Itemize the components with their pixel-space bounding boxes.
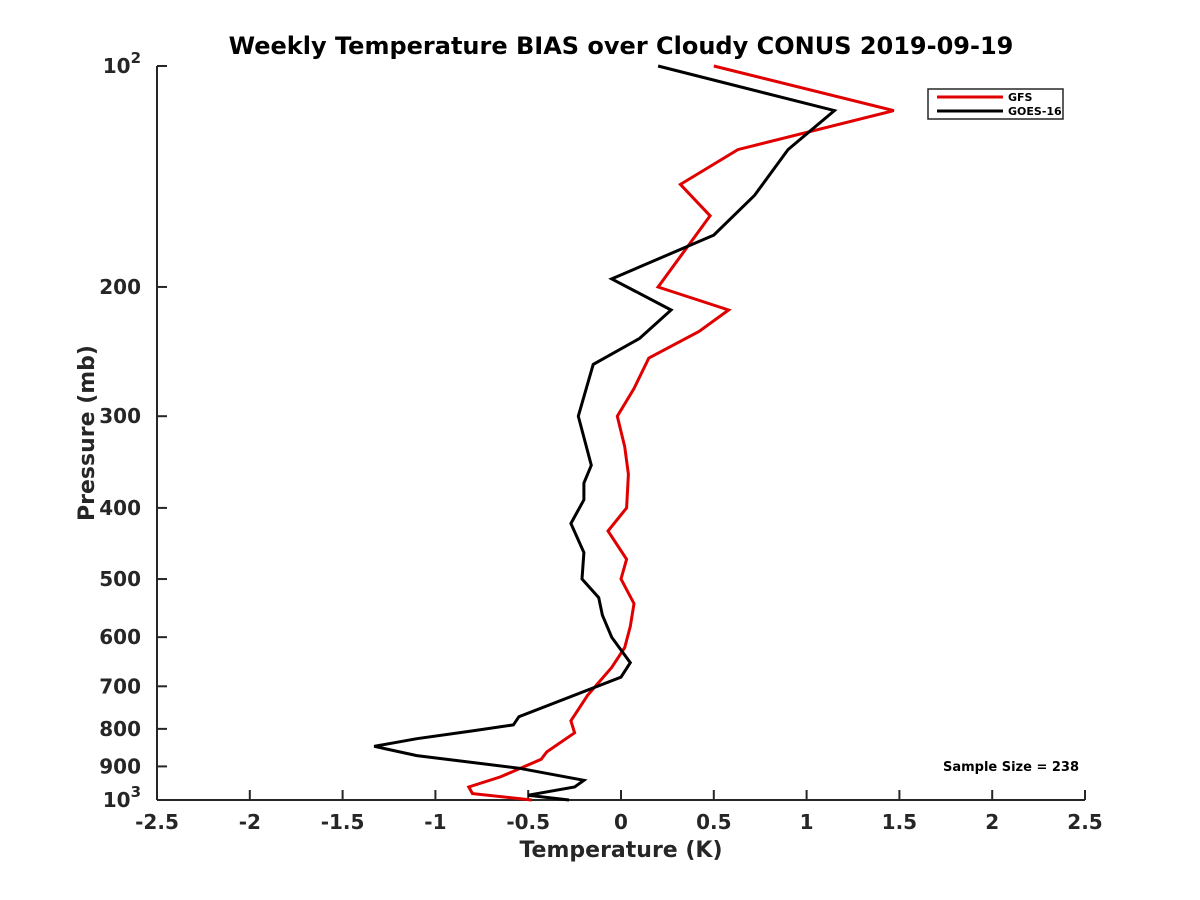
x-tick-label: 0 — [614, 810, 628, 834]
series-lines — [373, 64, 895, 802]
x-tick-label: 2.5 — [1067, 810, 1102, 834]
y-tick-exponent: 3 — [131, 783, 141, 801]
y-tick-label: 200 — [99, 275, 141, 299]
y-tick-label: 102 — [103, 49, 141, 78]
y-tick-base: 10 — [103, 788, 131, 812]
y-tick-label: 700 — [99, 674, 141, 698]
x-axis-label: Temperature (K) — [519, 838, 722, 863]
legend-label: GFS — [1008, 91, 1033, 104]
legend-label: GOES-16 — [1008, 105, 1062, 118]
series-line — [373, 64, 838, 802]
y-tick-base: 10 — [103, 54, 131, 78]
x-tick-label: 2 — [985, 810, 999, 834]
series-line — [466, 64, 895, 802]
x-tick-label: -2 — [239, 810, 261, 834]
x-tick-label: 1 — [800, 810, 814, 834]
y-tick-label: 300 — [99, 404, 141, 428]
x-tick-label: -1 — [424, 810, 446, 834]
x-tick-label: -0.5 — [506, 810, 550, 834]
series-gfs — [466, 64, 895, 802]
y-tick-label: 103 — [103, 783, 141, 812]
x-tick-label: -2.5 — [135, 810, 179, 834]
x-tick-label: -1.5 — [321, 810, 365, 834]
y-tick-exponent: 2 — [131, 49, 141, 67]
y-tick-label: 400 — [99, 496, 141, 520]
plot-axes: -2.5 -2 -1.5 -1 -0.5 0 0.5 1 1.5 2 2.5102200300400… — [99, 49, 1102, 834]
x-tick-label: 0.5 — [696, 810, 731, 834]
y-tick-label: 600 — [99, 625, 141, 649]
series-goes-16 — [373, 64, 838, 802]
legend-box — [927, 88, 1064, 120]
y-tick-label: 500 — [99, 567, 141, 591]
x-tick-label: 1.5 — [882, 810, 917, 834]
chart-title: Weekly Temperature BIAS over Cloudy CONU… — [229, 32, 1014, 60]
y-axis-label: Pressure (mb) — [75, 345, 100, 521]
y-tick-label: 900 — [99, 754, 141, 778]
y-tick-label: 800 — [99, 717, 141, 741]
sample-size-note: Sample Size = 238 — [943, 760, 1079, 775]
